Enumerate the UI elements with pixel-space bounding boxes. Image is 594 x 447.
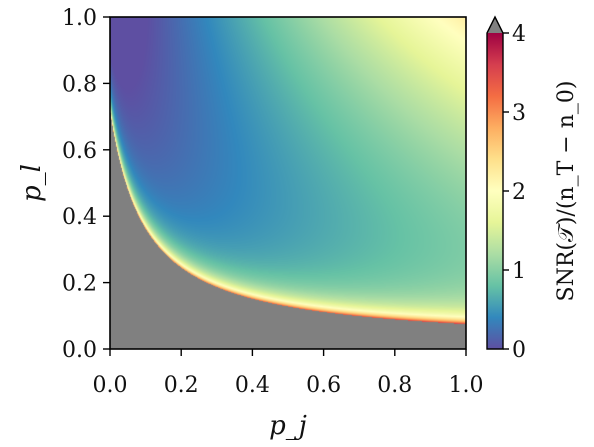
cbar-tick-label-3: 3 <box>512 101 526 126</box>
y-tick-3: 0.6 <box>62 139 110 164</box>
x-tick-label-4: 0.8 <box>377 373 412 398</box>
x-axis: 0.0 0.2 0.4 0.6 0.8 1.0 <box>93 349 484 398</box>
y-tick-label-1: 0.2 <box>62 272 97 297</box>
colorbar-extend-arrow <box>487 17 503 33</box>
cbar-tick-1: 1 <box>503 259 526 284</box>
y-tick-label-3: 0.6 <box>62 139 97 164</box>
y-axis-label: p_l <box>17 164 47 202</box>
cbar-tick-4: 4 <box>503 22 526 47</box>
cbar-tick-0: 0 <box>503 338 526 363</box>
colorbar-label: SNR(𝒯)/(n_T − n_0) <box>554 81 579 302</box>
y-tick-label-4: 0.8 <box>62 72 97 97</box>
x-tick-label-0: 0.0 <box>93 373 128 398</box>
cbar-tick-label-2: 2 <box>512 180 526 205</box>
colorbar-gradient <box>487 33 503 349</box>
x-tick-5: 1.0 <box>449 349 484 398</box>
x-tick-1: 0.2 <box>164 349 199 398</box>
x-tick-label-2: 0.4 <box>235 373 270 398</box>
heatmap-area <box>110 17 466 349</box>
heatmap-image <box>110 17 466 349</box>
cbar-tick-3: 3 <box>503 101 526 126</box>
y-tick-label-5: 1.0 <box>62 6 97 31</box>
x-tick-0: 0.0 <box>93 349 128 398</box>
y-tick-5: 1.0 <box>62 6 110 31</box>
x-tick-label-3: 0.6 <box>306 373 341 398</box>
y-tick-2: 0.4 <box>62 205 110 230</box>
y-tick-0: 0.0 <box>62 338 110 363</box>
y-tick-label-0: 0.0 <box>62 338 97 363</box>
x-tick-2: 0.4 <box>235 349 270 398</box>
x-axis-label: p_j <box>269 411 307 441</box>
y-axis: 0.0 0.2 0.4 0.6 0.8 1.0 <box>62 6 110 363</box>
colorbar-frame <box>486 15 504 350</box>
x-tick-3: 0.6 <box>306 349 341 398</box>
colorbar: 0 1 2 3 4 SNR(𝒯)/(n_T − n_0) <box>486 15 579 363</box>
y-tick-label-2: 0.4 <box>62 205 97 230</box>
y-tick-4: 0.8 <box>62 72 110 97</box>
cbar-tick-label-1: 1 <box>512 259 526 284</box>
y-tick-1: 0.2 <box>62 272 110 297</box>
cbar-tick-2: 2 <box>503 180 526 205</box>
x-tick-4: 0.8 <box>377 349 412 398</box>
x-tick-label-5: 1.0 <box>449 373 484 398</box>
plot-frame <box>109 16 467 350</box>
cbar-tick-label-0: 0 <box>512 338 526 363</box>
x-tick-label-1: 0.2 <box>164 373 199 398</box>
cbar-tick-label-4: 4 <box>512 22 526 47</box>
